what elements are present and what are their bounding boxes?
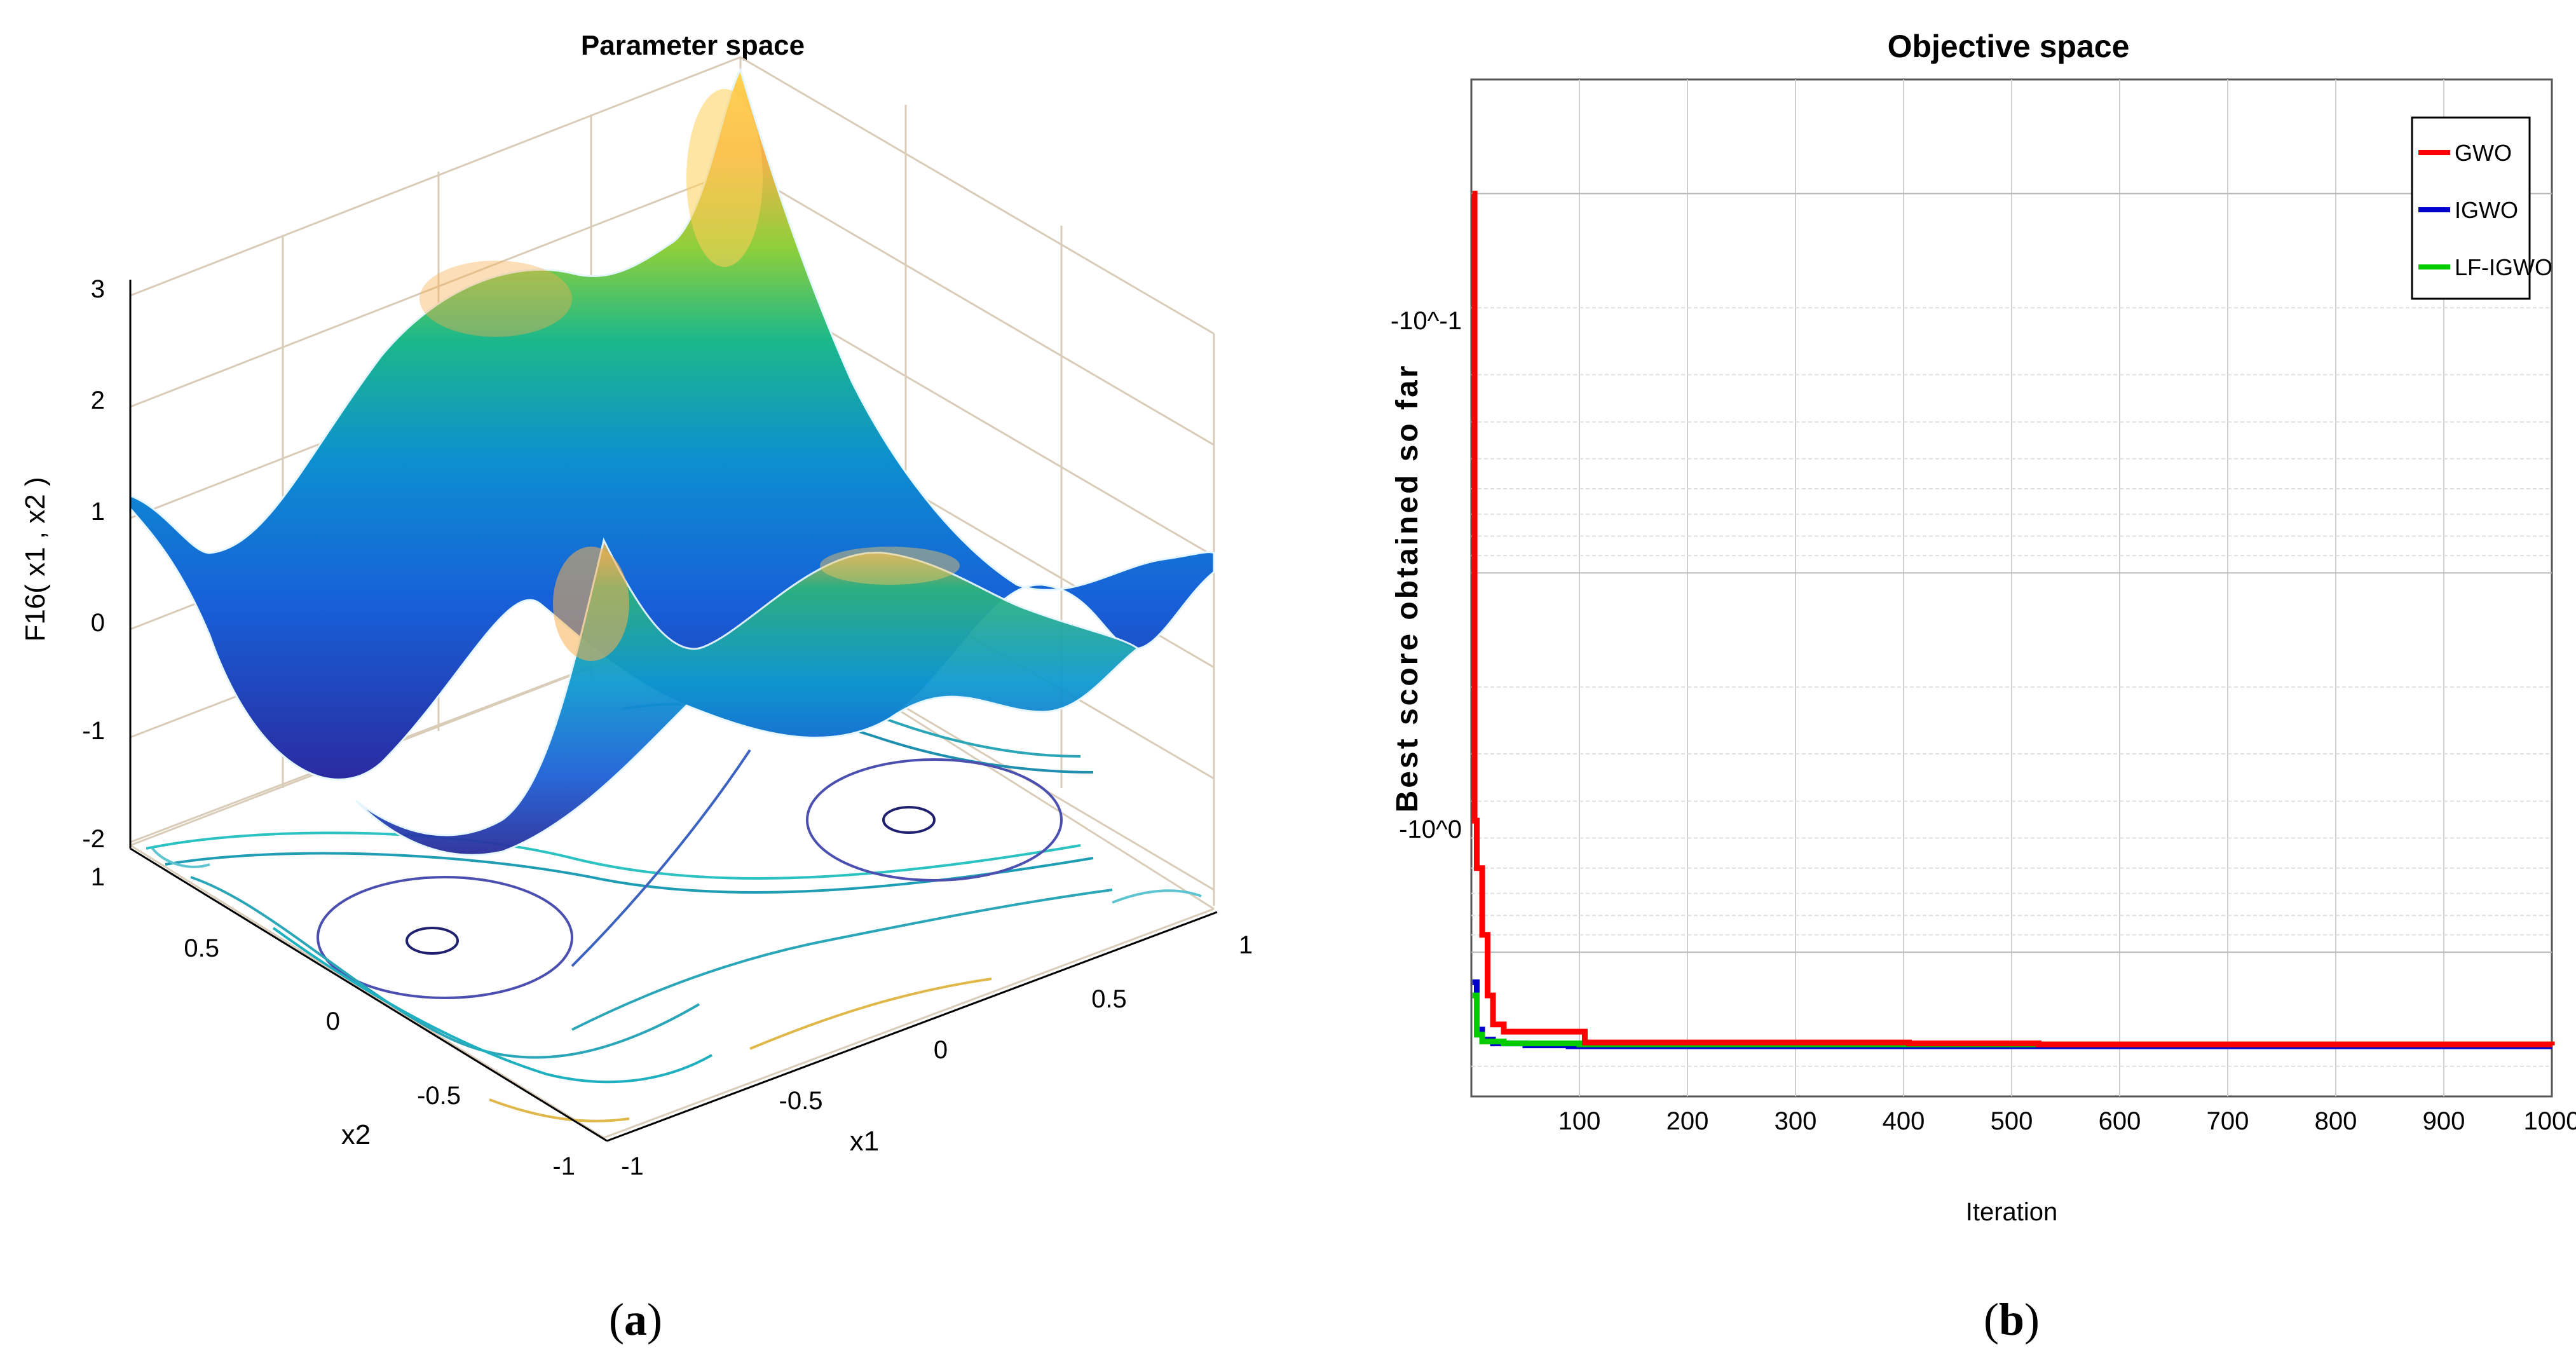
x-tick: 300 — [1775, 1107, 1817, 1135]
x2-tick: -1 — [552, 1152, 575, 1180]
legend-label-gwo: GWO — [2455, 140, 2512, 166]
x1-axis-ticks: -1 -0.5 0 0.5 1 — [621, 931, 1253, 1180]
x1-tick: 0 — [934, 1036, 948, 1064]
surface-ridge-highlight — [820, 547, 960, 585]
x-axis-ticks: 100 200 300 400 500 600 700 800 900 1000 — [1558, 1107, 2576, 1135]
z-axis-label: F16( x1 , x2 ) — [20, 477, 51, 641]
convergence-plot: Objective space 100 200 300 400 500 600 … — [1391, 29, 2576, 1345]
y-axis-label: Best score obtained so far — [1391, 364, 1424, 813]
x2-axis-label: x2 — [341, 1119, 371, 1150]
legend-label-lf-igwo: LF-IGWO — [2455, 254, 2552, 280]
x2-tick: 0 — [326, 1007, 340, 1035]
x2-axis-ticks: 1 0.5 0 -0.5 -1 — [91, 863, 575, 1180]
y-tick: -10^-1 — [1391, 307, 1462, 335]
x-tick: 400 — [1883, 1107, 1925, 1135]
legend: GWO IGWO LF-IGWO — [2411, 116, 2552, 300]
z-axis-ticks: 3 2 1 0 -1 -2 — [82, 275, 105, 853]
panel-label-b: (b) — [1984, 1294, 2040, 1345]
x-tick: 700 — [2207, 1107, 2249, 1135]
y-tick: -10^0 — [1399, 815, 1462, 843]
x-axis-label: Iteration — [1966, 1198, 2058, 1226]
x1-tick: -0.5 — [779, 1087, 823, 1115]
z-tick: -1 — [82, 717, 105, 745]
box-edges — [129, 280, 1218, 1142]
x1-tick: 1 — [1239, 931, 1253, 959]
x2-tick: 1 — [91, 863, 105, 891]
x-tick: 600 — [2099, 1107, 2141, 1135]
z-tick: 0 — [91, 609, 105, 637]
x-tick: 1000 — [2524, 1107, 2576, 1135]
x2-tick: 0.5 — [184, 934, 219, 962]
z-tick: 3 — [91, 275, 105, 303]
z-tick: -2 — [82, 825, 105, 853]
series-gwo — [1471, 191, 2555, 1047]
series-lines — [1471, 191, 2555, 1049]
z-tick: 2 — [91, 386, 105, 414]
surface-fold-highlight — [553, 547, 629, 661]
x-tick: 100 — [1558, 1107, 1601, 1135]
x-tick: 200 — [1666, 1107, 1709, 1135]
panel-label-a: (a) — [609, 1294, 662, 1345]
x1-tick: -1 — [621, 1152, 644, 1180]
x1-axis-label: x1 — [850, 1126, 879, 1157]
surface-hill-highlight — [419, 261, 572, 337]
x-tick: 900 — [2423, 1107, 2465, 1135]
x-tick: 800 — [2315, 1107, 2357, 1135]
legend-label-igwo: IGWO — [2455, 197, 2518, 223]
surface-title: Parameter space — [581, 30, 805, 61]
grid-lines — [1471, 79, 2552, 1096]
z-tick: 1 — [91, 498, 105, 526]
x2-tick: -0.5 — [417, 1082, 461, 1110]
surface-peak-highlight — [686, 89, 763, 267]
x-tick: 500 — [1991, 1107, 2033, 1135]
x1-tick: 0.5 — [1091, 985, 1127, 1013]
surface-plot: Parameter space — [20, 30, 1253, 1345]
convergence-title: Objective space — [1888, 29, 2130, 64]
